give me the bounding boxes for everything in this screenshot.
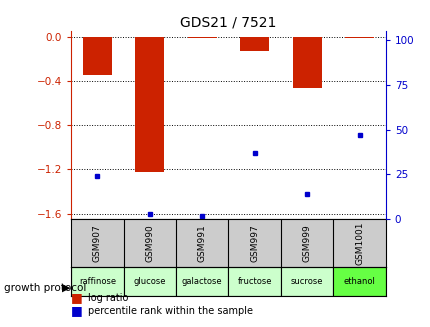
Bar	[344, 37, 373, 38]
Text: glucose: glucose	[133, 277, 166, 286]
Bar	[83, 37, 111, 75]
Bar	[228, 267, 280, 296]
Text: sucrose: sucrose	[290, 277, 322, 286]
Bar	[240, 37, 268, 51]
Text: fructose: fructose	[237, 277, 271, 286]
Bar	[123, 267, 175, 296]
Text: percentile rank within the sample: percentile rank within the sample	[88, 306, 253, 316]
Text: ■: ■	[71, 304, 83, 317]
Bar	[292, 37, 321, 88]
Bar	[280, 267, 332, 296]
Text: growth protocol: growth protocol	[4, 283, 86, 293]
Bar	[71, 267, 123, 296]
Bar	[135, 37, 164, 172]
Text: GSM1001: GSM1001	[354, 221, 363, 265]
Text: ethanol: ethanol	[343, 277, 375, 286]
Title: GDS21 / 7521: GDS21 / 7521	[180, 16, 276, 30]
Text: ▶: ▶	[61, 283, 70, 293]
Text: GSM990: GSM990	[145, 224, 154, 262]
Text: GSM999: GSM999	[302, 224, 311, 262]
Bar	[187, 37, 216, 38]
Text: log ratio: log ratio	[88, 293, 129, 302]
Bar	[175, 267, 228, 296]
Bar	[332, 267, 385, 296]
Text: GSM907: GSM907	[92, 224, 101, 262]
Text: galactose: galactose	[181, 277, 222, 286]
Text: GSM991: GSM991	[197, 224, 206, 262]
Text: raffinose: raffinose	[79, 277, 116, 286]
Text: ■: ■	[71, 291, 83, 304]
Text: GSM997: GSM997	[249, 224, 258, 262]
